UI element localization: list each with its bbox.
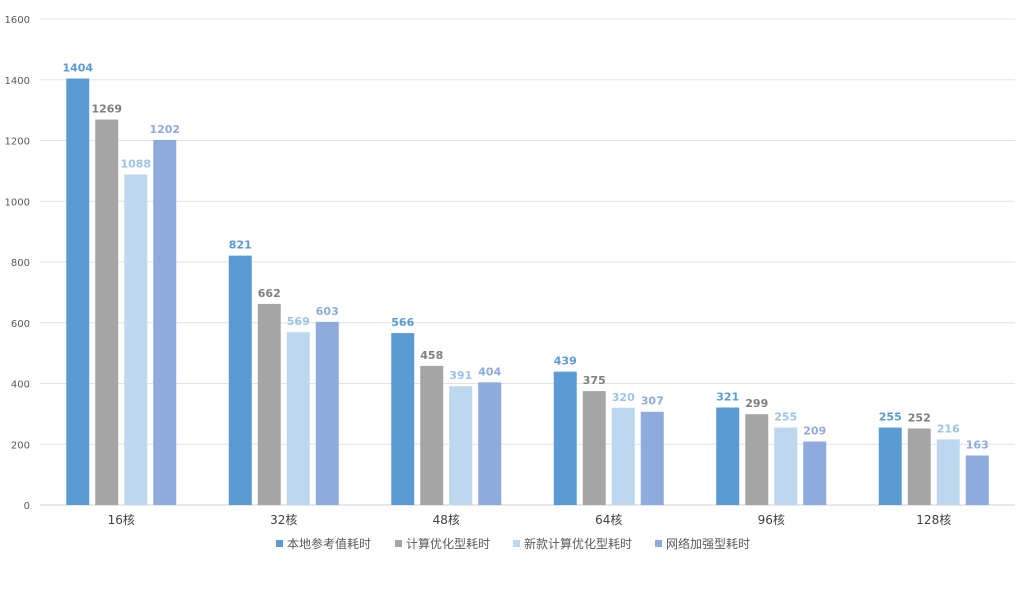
bar [716, 407, 740, 505]
data-label: 321 [716, 390, 739, 403]
x-tick-label: 64核 [595, 513, 622, 527]
y-tick-label: 600 [11, 319, 30, 330]
legend-label: 计算优化型耗时 [406, 536, 490, 551]
data-label: 566 [391, 316, 414, 329]
bar [553, 371, 577, 505]
data-label: 320 [612, 391, 635, 404]
data-label: 458 [420, 349, 443, 362]
bar [936, 439, 960, 505]
y-tick-label: 1400 [5, 76, 30, 87]
data-label: 375 [583, 374, 606, 387]
data-label: 662 [258, 287, 281, 300]
bar [582, 391, 606, 505]
bar [907, 428, 931, 505]
x-tick-label: 48核 [433, 513, 460, 527]
data-label: 603 [316, 305, 339, 318]
y-tick-label: 200 [11, 440, 30, 451]
bar [420, 365, 444, 505]
data-label: 163 [966, 438, 989, 451]
bar [124, 174, 148, 505]
bar [803, 441, 827, 505]
bar [478, 382, 502, 505]
data-label: 391 [449, 369, 472, 382]
bar [315, 321, 339, 505]
x-tick-label: 16核 [108, 513, 135, 527]
bar [66, 78, 90, 505]
y-tick-label: 0 [24, 501, 30, 512]
bar [153, 139, 177, 505]
data-label: 255 [774, 411, 797, 424]
data-label: 307 [641, 395, 664, 408]
y-tick-label: 1600 [5, 15, 30, 26]
bar [228, 255, 252, 505]
y-tick-label: 800 [11, 258, 30, 269]
data-label: 821 [229, 239, 252, 252]
legend-label: 网络加强型耗时 [666, 536, 750, 551]
data-label: 1269 [91, 103, 122, 116]
data-label: 439 [554, 355, 577, 368]
bar [878, 427, 902, 505]
bar [745, 414, 769, 505]
legend-label: 新款计算优化型耗时 [524, 536, 632, 551]
y-tick-label: 1000 [5, 197, 30, 208]
data-label: 252 [908, 411, 931, 424]
data-label: 216 [937, 422, 960, 435]
bar [95, 119, 119, 505]
bar [286, 332, 310, 505]
data-label: 1404 [62, 62, 93, 75]
data-label: 1202 [149, 123, 180, 136]
data-label: 255 [879, 411, 902, 424]
bar [257, 303, 281, 505]
y-tick-label: 1200 [5, 137, 30, 148]
bar [774, 427, 798, 505]
bar [391, 333, 415, 505]
x-tick-label: 32核 [270, 513, 297, 527]
legend-swatch [513, 540, 520, 547]
legend-swatch [655, 540, 662, 547]
data-label: 209 [803, 425, 826, 438]
legend-swatch [395, 540, 402, 547]
legend-label: 本地参考值耗时 [287, 536, 371, 551]
x-tick-label: 128核 [916, 513, 951, 527]
bar [611, 407, 635, 505]
data-label: 569 [287, 315, 310, 328]
legend-swatch [276, 540, 283, 547]
data-label: 299 [745, 397, 768, 410]
x-tick-label: 96核 [758, 513, 785, 527]
bar [449, 386, 473, 505]
data-label: 1088 [120, 158, 151, 171]
bar [965, 455, 989, 505]
data-label: 404 [478, 365, 501, 378]
bar [640, 411, 664, 505]
y-tick-label: 400 [11, 380, 30, 391]
